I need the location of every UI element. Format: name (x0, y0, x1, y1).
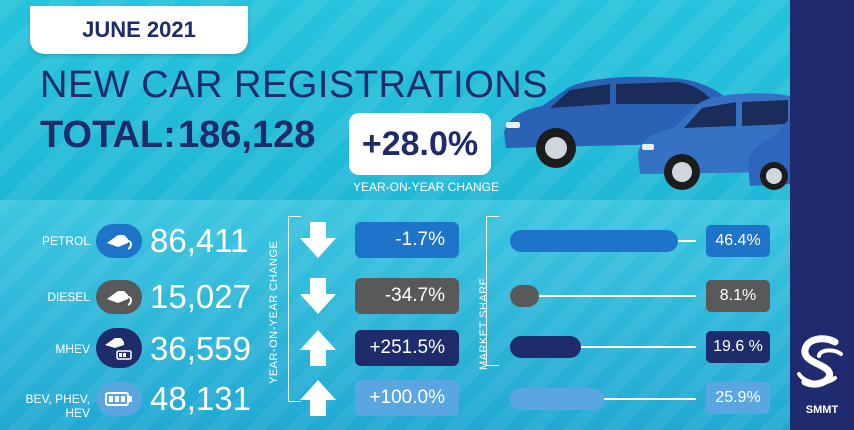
cars-illustration (504, 76, 790, 190)
arrow-down-icon (300, 222, 336, 258)
yoy-change-value: -34.7% (384, 285, 445, 306)
share-track (510, 295, 696, 297)
share-badge: 46.4% (706, 225, 770, 257)
share-side-label: MARKET SHARE (478, 277, 490, 370)
share-bar (510, 388, 604, 410)
share-value: 19.6 % (713, 338, 763, 355)
share-bar (510, 230, 678, 252)
smmt-logo-text: SMMT (805, 404, 839, 416)
yoy-change-value: -1.7% (395, 229, 445, 250)
share-value: 25.9% (715, 389, 761, 406)
yoy-total-badge: +28.0% (349, 113, 491, 175)
share-badge: 25.9% (706, 382, 770, 414)
yoy-change-badge: +251.5% (355, 330, 459, 366)
car-front-icon (748, 118, 790, 190)
row-value: 15,027 (150, 278, 251, 315)
date-label: JUNE 2021 (82, 17, 196, 42)
fuel-pump-icon (96, 280, 142, 314)
share-badge: 19.6 % (706, 331, 770, 363)
row-value: 36,559 (150, 330, 251, 367)
row-label: PETROL (41, 234, 90, 248)
share-value: 8.1% (719, 287, 757, 304)
arrow-up-icon (300, 330, 336, 366)
total-label: TOTAL: (40, 114, 176, 156)
total-value: 186,128 (178, 114, 316, 156)
battery-icon (96, 382, 142, 416)
share-bar (510, 336, 581, 358)
yoy-total-caption: YEAR-ON-YEAR CHANGE (353, 180, 500, 194)
share-track (510, 346, 696, 348)
headline: NEW CAR REGISTRATIONS (40, 64, 549, 106)
row-label: BEV, PHEV, HEV (25, 392, 91, 420)
yoy-side-label: YEAR-ON-YEAR CHANGE (268, 240, 280, 384)
yoy-change-value: +100.0% (369, 387, 445, 408)
yoy-change-badge: +100.0% (355, 380, 459, 416)
fuel-pump-icon (96, 224, 142, 258)
arrow-up-icon (300, 380, 336, 416)
share-value: 46.4% (715, 232, 761, 249)
smmt-logo-icon (797, 335, 843, 388)
share-badge: 8.1% (706, 280, 770, 312)
row-value: 48,131 (150, 380, 251, 417)
row-label: DIESEL (47, 290, 90, 304)
yoy-change-value: +251.5% (369, 337, 445, 358)
yoy-change-badge: -1.7% (355, 222, 459, 258)
yoy-total-value: +28.0% (361, 124, 479, 163)
brand-sidebar (790, 0, 854, 430)
row-label: MHEV (55, 342, 90, 356)
share-bracket (486, 216, 499, 366)
yoy-bracket (288, 216, 301, 402)
share-bar (510, 285, 539, 307)
row-value: 86,411 (150, 222, 249, 259)
yoy-change-badge: -34.7% (355, 278, 459, 314)
hybrid-pump-battery-icon (96, 328, 142, 368)
arrow-down-icon (300, 278, 336, 314)
date-tab: JUNE 2021 (30, 6, 248, 54)
